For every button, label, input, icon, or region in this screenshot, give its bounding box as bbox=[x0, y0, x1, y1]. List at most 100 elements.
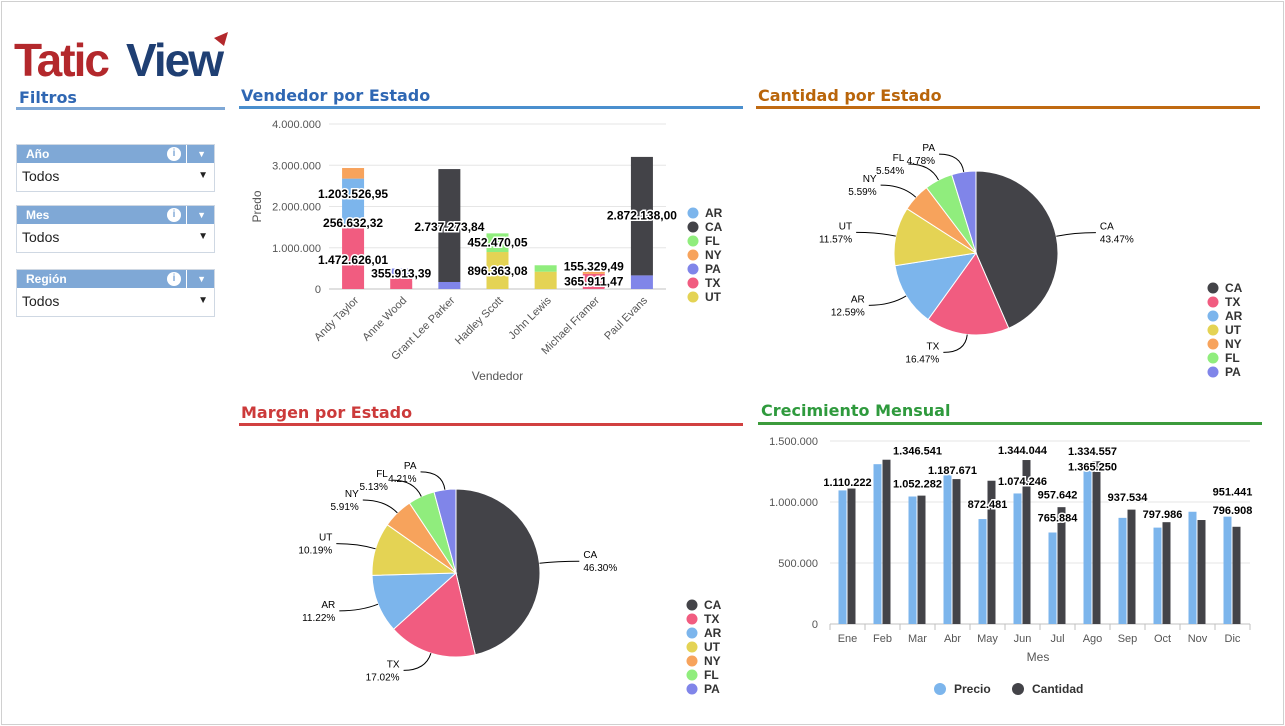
dropdown-caret-icon[interactable]: ▼ bbox=[198, 295, 208, 306]
legend-label-TX: TX bbox=[1225, 295, 1240, 309]
data-label: 957.642 bbox=[1038, 489, 1078, 501]
y-tick-label: 3.000.000 bbox=[272, 160, 321, 172]
collapse-caret-icon[interactable]: ▼ bbox=[197, 210, 206, 220]
legend-label-FL: FL bbox=[705, 234, 720, 248]
pie-label-pct-PA: 4.78% bbox=[907, 156, 935, 167]
pie-label-name-PA: PA bbox=[404, 461, 417, 472]
y-tick-label: 1.000.000 bbox=[769, 497, 818, 509]
bar-Cantidad-Jun bbox=[1022, 460, 1031, 624]
margen-chart: CA 46.30% TX 17.02% AR 11.22% UT 10.19% NY 5.91% F… bbox=[298, 461, 722, 696]
legend-swatch-CA bbox=[686, 599, 698, 611]
bar-Cantidad-May bbox=[987, 480, 996, 624]
data-label: 256.632,32 bbox=[323, 216, 383, 230]
filter-region[interactable]: Región i ▼ Todos ▼ bbox=[16, 269, 215, 317]
y-tick-label: 2.000.000 bbox=[272, 202, 321, 214]
filter-region-select[interactable]: Todos ▼ bbox=[17, 288, 214, 315]
filter-mes-select[interactable]: Todos ▼ bbox=[17, 224, 214, 251]
pie-label-pct-CA: 46.30% bbox=[583, 563, 617, 574]
legend-label-UT: UT bbox=[704, 640, 721, 654]
bar-PA-6 bbox=[630, 275, 653, 289]
filter-mes-value: Todos bbox=[22, 229, 60, 245]
margen-title: Margen por Estado bbox=[241, 403, 413, 422]
data-label: 155.329,49 bbox=[564, 259, 624, 273]
dropdown-caret-icon[interactable]: ▼ bbox=[198, 170, 208, 181]
pie-label-name-PA: PA bbox=[922, 143, 935, 154]
data-label: 1.334.557 bbox=[1068, 446, 1117, 458]
legend-swatch-PA bbox=[687, 263, 699, 275]
x-axis-title: Mes bbox=[1027, 650, 1050, 664]
legend-label-CA: CA bbox=[704, 598, 722, 612]
logo-text-tatic: Tatic bbox=[14, 34, 109, 83]
filter-ano-select[interactable]: Todos ▼ bbox=[17, 163, 214, 190]
pie-label-pct-UT: 10.19% bbox=[298, 546, 332, 557]
collapse-caret-icon[interactable]: ▼ bbox=[197, 149, 206, 159]
pie-label-pct-FL: 5.54% bbox=[876, 166, 904, 177]
y-axis-title: Predo bbox=[250, 190, 264, 222]
info-icon[interactable]: i bbox=[167, 208, 181, 222]
cantidad-chart: CA 43.47% TX 16.47% AR 12.59% UT 11.57% NY 5.59% F… bbox=[819, 143, 1243, 379]
bar-Precio-Mar bbox=[908, 496, 917, 624]
data-label: 1.110.222 bbox=[823, 477, 871, 489]
margen-rule bbox=[239, 423, 743, 426]
data-label: 1.472.626,01 bbox=[318, 253, 388, 267]
legend-swatch-FL bbox=[1207, 352, 1219, 364]
legend-label-TX: TX bbox=[704, 612, 719, 626]
bar-AR-0 bbox=[342, 178, 365, 229]
x-tick-label: Andy Taylor bbox=[312, 294, 361, 343]
bar-FL-4 bbox=[534, 265, 557, 272]
vendedor-title: Vendedor por Estado bbox=[241, 86, 431, 105]
data-label: 1.346.541 bbox=[893, 445, 942, 457]
pie-label-name-UT: UT bbox=[319, 533, 332, 544]
data-label: 1.187.671 bbox=[928, 465, 977, 477]
x-tick-label: Feb bbox=[873, 633, 892, 645]
data-label: 365.911,47 bbox=[564, 275, 624, 289]
pie-label-pct-FL: 5.13% bbox=[360, 482, 388, 493]
bar-CA-6 bbox=[630, 156, 653, 276]
legend-swatch-AR bbox=[1207, 310, 1219, 322]
bar-Precio-Dic bbox=[1223, 516, 1232, 624]
x-tick-label: Dic bbox=[1225, 633, 1241, 645]
legend-label-Cantidad: Cantidad bbox=[1032, 682, 1083, 696]
filter-ano[interactable]: Año i ▼ Todos ▼ bbox=[16, 144, 215, 192]
filter-region-label: Región bbox=[26, 272, 67, 286]
legend-label-CA: CA bbox=[705, 220, 723, 234]
bar-TX-5 bbox=[582, 273, 605, 289]
legend-label-FL: FL bbox=[1225, 351, 1240, 365]
pie-label-name-TX: TX bbox=[387, 659, 400, 670]
legend-swatch-TX bbox=[687, 277, 699, 289]
legend-label-Precio: Precio bbox=[954, 682, 991, 696]
legend-swatch-AR bbox=[687, 207, 699, 219]
dropdown-caret-icon[interactable]: ▼ bbox=[198, 231, 208, 242]
connector-line bbox=[391, 479, 422, 497]
info-icon[interactable]: i bbox=[167, 272, 181, 286]
filter-mes[interactable]: Mes i ▼ Todos ▼ bbox=[16, 205, 215, 253]
legend-label-NY: NY bbox=[705, 248, 722, 262]
bar-Cantidad-Feb bbox=[882, 459, 891, 624]
y-tick-label: 4.000.000 bbox=[272, 119, 321, 131]
legend-label-FL: FL bbox=[704, 668, 719, 682]
data-label: 2.737.273,84 bbox=[414, 220, 484, 234]
legend-label-AR: AR bbox=[1225, 309, 1243, 323]
legend-swatch-Precio bbox=[934, 683, 946, 695]
legend-label-NY: NY bbox=[1225, 337, 1242, 351]
x-tick-label: Jul bbox=[1050, 633, 1064, 645]
filter-mes-label: Mes bbox=[26, 208, 50, 222]
legend-swatch-UT bbox=[686, 641, 698, 653]
info-icon[interactable]: i bbox=[167, 147, 181, 161]
x-tick-label: Mar bbox=[908, 633, 927, 645]
pie-slice-TX bbox=[927, 251, 1010, 336]
data-label: 797.986 bbox=[1143, 509, 1183, 521]
y-tick-label: 0 bbox=[812, 619, 818, 631]
cantidad-rule bbox=[756, 106, 1260, 109]
connector-line bbox=[939, 153, 965, 173]
x-tick-label: Hadley Scott bbox=[453, 295, 506, 348]
data-label: 896.363,08 bbox=[467, 264, 527, 278]
bar-PA-2 bbox=[438, 281, 461, 289]
pie-label-name-NY: NY bbox=[345, 489, 359, 500]
legend-label-TX: TX bbox=[705, 276, 720, 290]
collapse-caret-icon[interactable]: ▼ bbox=[197, 274, 206, 284]
connector-line bbox=[880, 184, 917, 198]
x-tick-label: John Lewis bbox=[506, 294, 554, 342]
taticview-logo: Tatic View bbox=[14, 32, 228, 83]
legend-swatch-CA bbox=[1207, 282, 1219, 294]
